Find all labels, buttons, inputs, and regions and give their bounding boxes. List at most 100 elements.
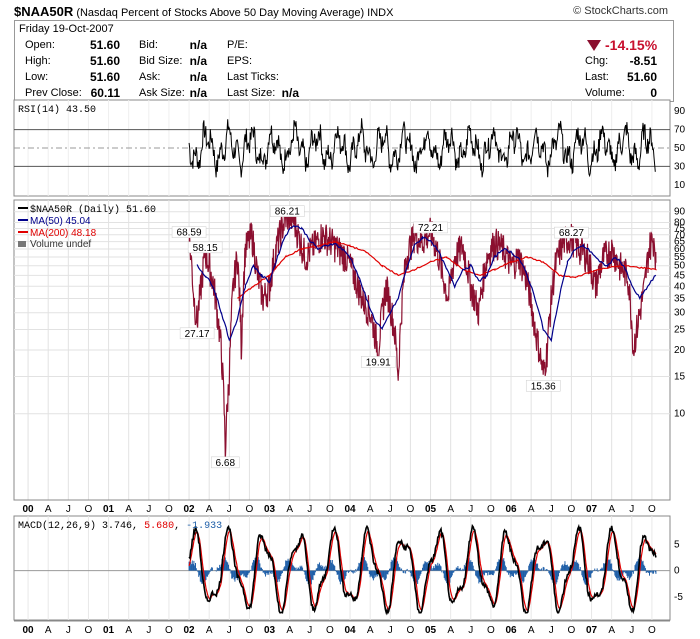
x-tick-label: A — [286, 504, 293, 515]
volume-icon — [18, 241, 26, 247]
eps-label: EPS: — [227, 55, 253, 67]
x-tick-label: 03 — [264, 504, 276, 515]
rsi-tick-label: 70 — [674, 125, 686, 136]
x-tick-label: J — [549, 625, 554, 636]
x-tick-label: A — [125, 504, 132, 515]
ask-value: n/a — [189, 70, 207, 84]
chart-title: $NAA50R (Nasdaq Percent of Stocks Above … — [14, 4, 393, 19]
x-tick-label: A — [447, 625, 454, 636]
x-tick-label: J — [468, 625, 473, 636]
annotation-label: 6.68 — [216, 458, 236, 469]
high-label: High: — [25, 55, 51, 67]
x-tick-label: J — [66, 504, 71, 515]
x-tick-label: A — [45, 504, 52, 515]
x-tick-label: 01 — [103, 504, 115, 515]
x-tick-label: O — [407, 504, 415, 515]
x-tick-label: 02 — [183, 504, 195, 515]
x-tick-label: O — [85, 504, 93, 515]
x-tick-label: 02 — [183, 625, 195, 636]
last-size-label: Last Size: — [227, 87, 276, 99]
price-tick-label: 35 — [674, 294, 686, 305]
annotation-box — [360, 356, 396, 368]
x-tick-label: J — [388, 625, 393, 636]
x-tick-label: A — [367, 625, 374, 636]
x-tick-label: 07 — [586, 504, 598, 515]
annotation-label: 72.21 — [418, 223, 443, 234]
x-tick-label: O — [568, 625, 576, 636]
price-tick-label: 75 — [674, 223, 686, 234]
price-tick-label: 10 — [674, 409, 686, 420]
price-tick-label: 90 — [674, 207, 686, 218]
x-tick-label: O — [568, 504, 576, 515]
x-tick-label: J — [146, 504, 151, 515]
x-tick-label: A — [206, 504, 213, 515]
x-tick-label: O — [326, 504, 334, 515]
price-tick-label: 15 — [674, 371, 686, 382]
volume-value: 0 — [650, 86, 657, 100]
prev-close-value: 60.11 — [90, 86, 120, 100]
rsi-tick-label: 90 — [674, 106, 686, 117]
rsi-legend: RSI(14) 43.50 — [18, 104, 96, 116]
legend-ma200: MA(200) 48.18 — [30, 228, 97, 239]
price-legend: $NAA50R (Daily) 51.60 MA(50) 45.04 MA(20… — [18, 204, 156, 250]
down-arrow-icon — [587, 40, 601, 51]
volume-label: Volume: — [585, 87, 625, 99]
x-tick-label: A — [528, 625, 535, 636]
annotation-label: 19.91 — [366, 357, 391, 368]
x-tick-label: J — [307, 504, 312, 515]
quote-date: Friday 19-Oct-2007 — [19, 23, 114, 35]
x-tick-label: A — [447, 504, 454, 515]
last-size-value: n/a — [281, 86, 299, 100]
ma50-line — [196, 225, 657, 343]
x-tick-label: J — [468, 504, 473, 515]
rsi-tick-label: 50 — [674, 143, 686, 154]
x-tick-label: J — [388, 504, 393, 515]
annotation-box — [171, 226, 207, 238]
brand-link[interactable]: © StockCharts.com — [573, 5, 668, 17]
macd-legend-signal: 5.680 — [144, 521, 174, 532]
ask-size-value: n/a — [189, 86, 207, 100]
annotation-label: 68.27 — [559, 228, 584, 239]
x-tick-label: O — [246, 504, 254, 515]
price-tick-label: 70 — [674, 230, 686, 241]
last-ticks-label: Last Ticks: — [227, 71, 279, 83]
x-tick-label: O — [165, 504, 173, 515]
prev-close-label: Prev Close: — [25, 87, 82, 99]
x-tick-label: O — [487, 504, 495, 515]
annotation-box — [554, 226, 589, 239]
price-tick-label: 40 — [674, 281, 686, 292]
bid-value: n/a — [189, 38, 207, 52]
x-tick-label: 00 — [23, 504, 35, 515]
x-tick-label: A — [45, 625, 52, 636]
quote-panel: Friday 19-Oct-2007 Open: 51.60 High: 51.… — [14, 20, 674, 102]
x-tick-label: J — [227, 504, 232, 515]
macd-legend: MACD(12,26,9) 3.746, 5.680, -1.933 — [18, 520, 222, 532]
macd-tick-label: 0 — [674, 566, 680, 577]
x-tick-label: A — [608, 625, 615, 636]
x-tick-label: J — [66, 625, 71, 636]
price-tick-label: 55 — [674, 252, 686, 263]
x-tick-label: O — [648, 504, 656, 515]
annotation-box — [187, 241, 223, 254]
symbol-description: (Nasdaq Percent of Stocks Above 50 Day M… — [76, 7, 365, 19]
macd-legend-hist: -1.933 — [186, 521, 222, 532]
legend-ma50: MA(50) 45.04 — [30, 216, 91, 227]
bid-label: Bid: — [139, 39, 158, 51]
x-tick-label: J — [549, 504, 554, 515]
bid-size-value: n/a — [189, 54, 207, 68]
annotation-label: 86.21 — [275, 207, 300, 218]
last-value: 51.60 — [626, 70, 657, 84]
open-label: Open: — [25, 39, 55, 51]
price-tick-label: 60 — [674, 244, 686, 255]
price-tick-label: 20 — [674, 345, 686, 356]
x-tick-label: J — [629, 504, 634, 515]
last-label: Last: — [585, 71, 609, 83]
price-tick-label: 65 — [674, 237, 686, 248]
x-tick-label: J — [629, 625, 634, 636]
symbol: $NAA50R — [14, 4, 74, 19]
macd-legend-name: MACD(12,26,9) — [18, 520, 96, 532]
price-tick-label: 80 — [674, 218, 686, 229]
x-tick-label: O — [407, 625, 415, 636]
x-tick-label: O — [648, 625, 656, 636]
